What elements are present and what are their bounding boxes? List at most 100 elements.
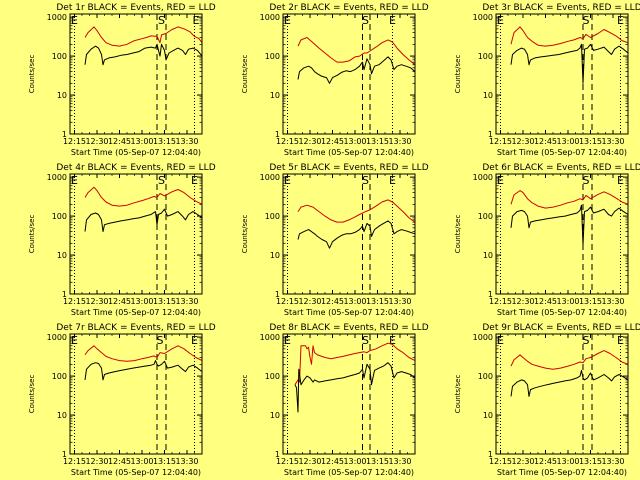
y-axis-label: Counts/sec — [28, 55, 36, 94]
x-tick-label: 12:15 — [276, 457, 299, 466]
marker-e: E — [617, 14, 624, 27]
x-tick-label: 12:45 — [321, 297, 344, 306]
y-tick-label: 100 — [265, 372, 280, 381]
panel-title: Det 6r BLACK = Events, RED = LLD — [482, 163, 640, 173]
x-axis-label: Start Time (05-Sep-07 12:04:40) — [284, 468, 414, 477]
x-tick-label: 13:15 — [579, 297, 602, 306]
x-axis-label: Start Time (05-Sep-07 12:04:40) — [497, 308, 627, 317]
y-tick-label: 100 — [52, 212, 67, 221]
x-axis-label: Start Time (05-Sep-07 12:04:40) — [284, 148, 414, 157]
events-series-line — [510, 369, 629, 397]
y-tick-label: 1000 — [47, 13, 67, 22]
lld-series-line — [84, 26, 203, 47]
y-tick-label: 10 — [270, 91, 280, 100]
x-axis-label: Start Time (05-Sep-07 12:04:40) — [284, 308, 414, 317]
x-tick-label: 12:30 — [298, 297, 321, 306]
x-tick-label: 13:15 — [153, 137, 176, 146]
y-tick-label: 1 — [62, 130, 67, 139]
marker-e-left: E — [284, 174, 291, 187]
x-tick-label: 12:45 — [534, 457, 557, 466]
marker-e: E — [193, 14, 200, 27]
x-tick-label: 13:00 — [343, 137, 366, 146]
x-tick-label: 12:30 — [298, 457, 321, 466]
plot-frame — [69, 333, 203, 455]
y-tick-label: 100 — [265, 212, 280, 221]
x-tick-label: 12:30 — [298, 137, 321, 146]
lld-series-line — [84, 345, 203, 362]
marker-s: S — [583, 174, 590, 187]
x-tick-label: 13:30 — [175, 137, 198, 146]
marker-e: E — [191, 174, 198, 187]
y-tick-label: 1000 — [473, 173, 493, 182]
chart-panel: Det 4r BLACK = Events, RED = LLD Counts/s… — [28, 163, 216, 317]
x-tick-label: 12:15 — [63, 137, 86, 146]
y-tick-label: 100 — [265, 52, 280, 61]
x-tick-label: 13:00 — [556, 457, 579, 466]
x-tick-label: 13:00 — [130, 297, 153, 306]
events-series-line — [297, 220, 416, 249]
chart-panel: Det 8r BLACK = Events, RED = LLD Counts/s… — [241, 323, 429, 477]
panel-title: Det 9r BLACK = Events, RED = LLD — [482, 323, 640, 333]
panel-title: Det 8r BLACK = Events, RED = LLD — [269, 323, 428, 333]
marker-e: E — [389, 174, 396, 187]
events-series-line — [84, 208, 203, 233]
y-axis-label: Counts/sec — [241, 55, 249, 94]
lld-series-line — [84, 186, 203, 207]
plot-frame — [282, 13, 416, 135]
y-tick-label: 1 — [62, 450, 67, 459]
marker-e-left: E — [497, 14, 504, 27]
x-tick-label: 13:00 — [130, 137, 153, 146]
y-tick-label: 1000 — [260, 173, 280, 182]
marker-e: E — [617, 334, 624, 347]
marker-e-left: E — [71, 14, 78, 27]
x-tick-label: 12:45 — [534, 297, 557, 306]
y-axis-label: Counts/sec — [454, 215, 462, 254]
panel-title: Det 4r BLACK = Events, RED = LLD — [56, 163, 215, 173]
x-tick-label: 13:30 — [388, 297, 411, 306]
x-tick-label: 13:00 — [556, 137, 579, 146]
plot-frame — [282, 173, 416, 295]
plot-frame — [69, 173, 203, 295]
x-tick-label: 12:45 — [321, 137, 344, 146]
y-tick-label: 100 — [52, 372, 67, 381]
marker-e: E — [389, 334, 396, 347]
y-axis-label: Counts/sec — [28, 375, 36, 414]
x-tick-label: 12:15 — [63, 457, 86, 466]
marker-e-left: E — [497, 334, 504, 347]
y-tick-label: 1000 — [473, 13, 493, 22]
x-tick-label: 12:15 — [276, 137, 299, 146]
x-tick-label: 13:00 — [556, 297, 579, 306]
x-tick-label: 13:30 — [175, 457, 198, 466]
y-tick-label: 1 — [275, 450, 280, 459]
marker-e: E — [191, 334, 198, 347]
y-tick-label: 1 — [488, 290, 493, 299]
x-axis-label: Start Time (05-Sep-07 12:04:40) — [71, 468, 201, 477]
plot-frame — [495, 13, 629, 135]
x-tick-label: 13:15 — [579, 457, 602, 466]
y-tick-label: 10 — [483, 251, 493, 260]
x-tick-label: 12:15 — [63, 297, 86, 306]
marker-s: S — [157, 334, 164, 347]
y-tick-label: 1 — [275, 130, 280, 139]
lld-series-line — [297, 199, 416, 223]
x-tick-label: 13:15 — [153, 457, 176, 466]
x-tick-label: 13:30 — [601, 457, 624, 466]
x-tick-label: 13:15 — [579, 137, 602, 146]
panel-title: Det 3r BLACK = Events, RED = LLD — [482, 3, 640, 13]
x-tick-label: 12:30 — [85, 137, 108, 146]
events-series-line — [510, 43, 629, 84]
panel-title: Det 5r BLACK = Events, RED = LLD — [269, 163, 428, 173]
chart-panel: Det 5r BLACK = Events, RED = LLD Counts/s… — [241, 163, 429, 317]
x-tick-label: 12:45 — [108, 137, 131, 146]
y-tick-label: 10 — [270, 411, 280, 420]
x-tick-label: 12:30 — [85, 457, 108, 466]
x-tick-label: 12:45 — [108, 297, 131, 306]
lld-series-line — [297, 37, 416, 66]
plot-frame — [495, 333, 629, 455]
panel-title: Det 7r BLACK = Events, RED = LLD — [56, 323, 215, 333]
x-axis-label: Start Time (05-Sep-07 12:04:40) — [497, 468, 627, 477]
y-tick-label: 1 — [488, 450, 493, 459]
marker-e: E — [389, 14, 396, 27]
marker-s: S — [583, 14, 590, 27]
y-axis-label: Counts/sec — [454, 375, 462, 414]
